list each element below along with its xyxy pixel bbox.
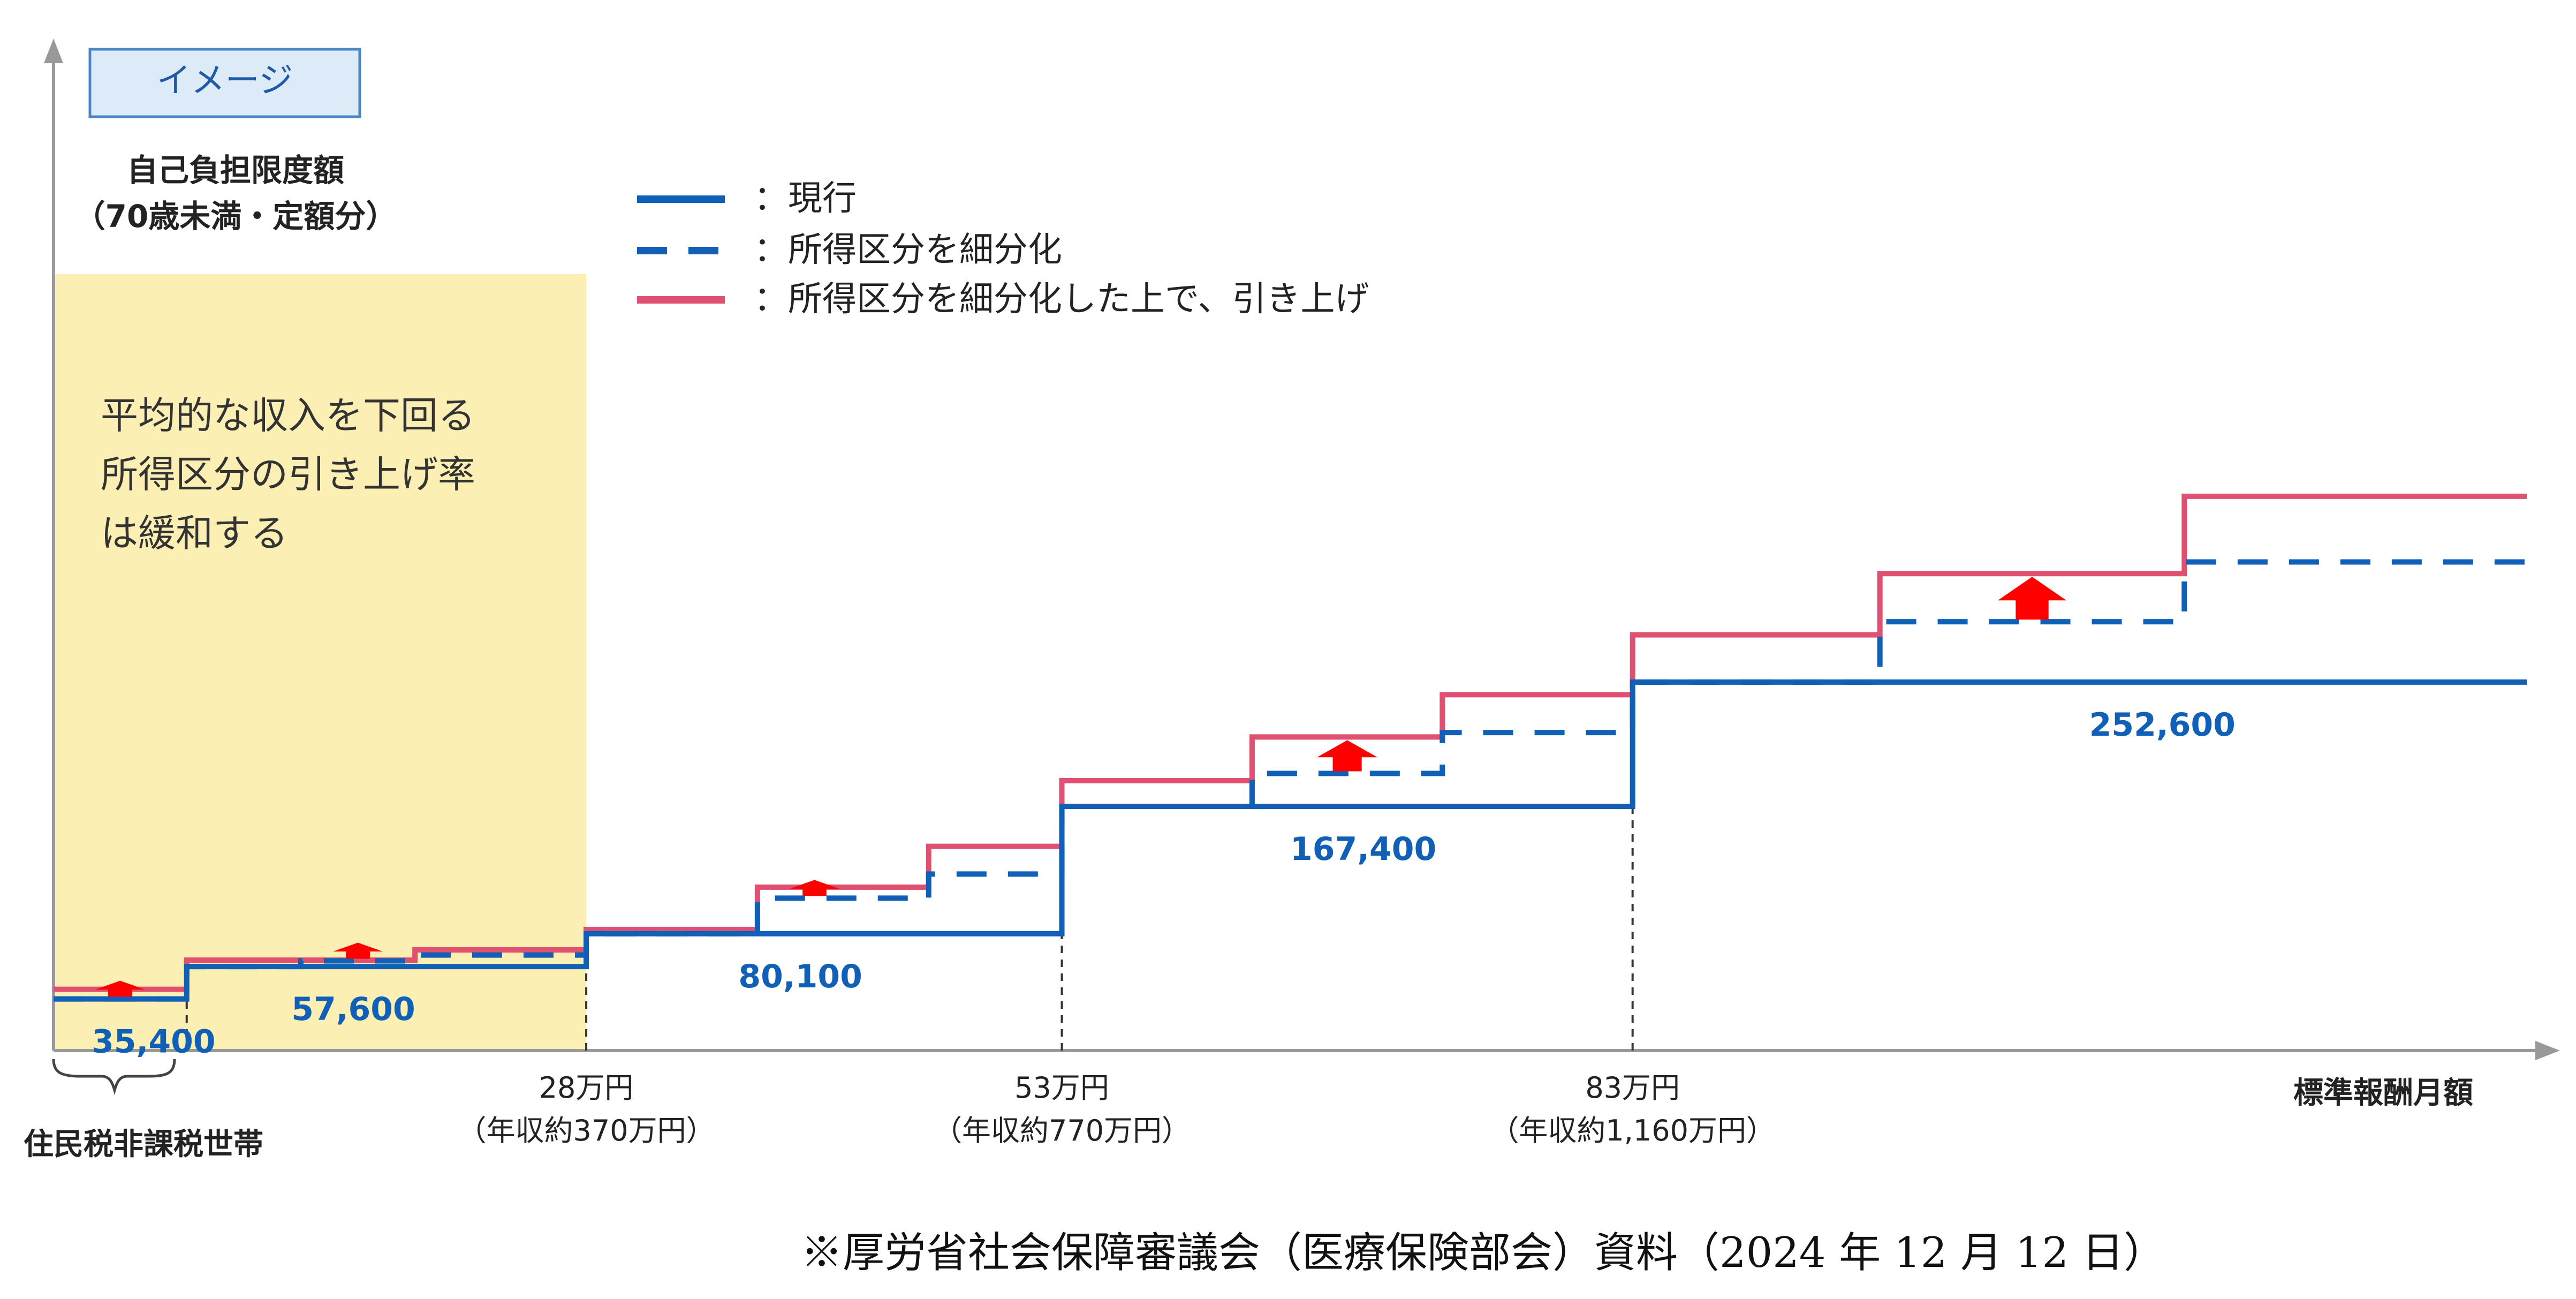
y-axis-label-line2: （70歳未満・定額分）: [74, 198, 397, 235]
x-axis-arrowhead: [2535, 1041, 2560, 1060]
x-tick-label-2: 83万円: [1585, 1071, 1680, 1105]
x-tick-sublabel-1: （年収約770万円）: [933, 1114, 1191, 1147]
raise-arrow-1: [333, 942, 383, 959]
legend-label-raised: ：所得区分を細分化した上で、引き上げ: [754, 280, 1369, 319]
raise-arrows: [95, 577, 2066, 997]
raise-arrow-0: [95, 980, 145, 997]
source-note: ※厚労省社会保障審議会（医療保険部会）資料（2024 年 12 月 12 日）: [801, 1229, 2165, 1277]
value-labels: 35,400 57,600 80,100 167,400 252,600: [92, 706, 2236, 1061]
value-label-0: 35,400: [92, 1023, 216, 1061]
note-line-1: 平均的な収入を下回る: [101, 394, 475, 437]
series-layer: [54, 493, 2527, 1002]
note-box: [54, 274, 587, 1051]
value-label-1: 57,600: [291, 991, 415, 1028]
legend: ：現行 ：所得区分を細分化 ：所得区分を細分化した上で、引き上げ: [637, 179, 1369, 319]
brace-non-taxable: [52, 1059, 176, 1096]
value-label-3: 167,400: [1290, 830, 1436, 868]
x-tick-labels: 28万円 （年収約370万円） 53万円 （年収約770万円） 83万円 （年収約1,16…: [458, 1071, 1775, 1147]
raise-arrow-2: [790, 880, 840, 896]
x-axis-label: 標準報酬月額: [2293, 1076, 2473, 1111]
note-line-2: 所得区分の引き上げ率: [101, 452, 475, 496]
note-line-3: は緩和する: [101, 511, 288, 555]
y-axis-label-line1: 自己負担限度額: [127, 152, 344, 188]
x-tick-label-0: 28万円: [539, 1071, 634, 1105]
brace-label: 住民税非課税世帯: [24, 1127, 263, 1162]
x-tick-sublabel-2: （年収約1,160万円）: [1490, 1114, 1775, 1147]
title-badge-box: [88, 48, 361, 118]
x-tick-sublabel-0: （年収約370万円）: [458, 1114, 715, 1147]
value-label-4: 252,600: [2089, 706, 2236, 744]
series-current: [54, 679, 2527, 1002]
legend-label-current: ：現行: [754, 179, 857, 218]
raise-arrow-4: [1998, 577, 2066, 620]
raise-arrow-3: [1317, 740, 1377, 772]
x-tick-label-1: 53万円: [1014, 1071, 1109, 1105]
y-axis-arrowhead: [44, 39, 63, 63]
title-badge: イメージ: [157, 61, 293, 101]
value-label-2: 80,100: [738, 958, 862, 995]
legend-label-subdivided: ：所得区分を細分化: [754, 230, 1062, 270]
